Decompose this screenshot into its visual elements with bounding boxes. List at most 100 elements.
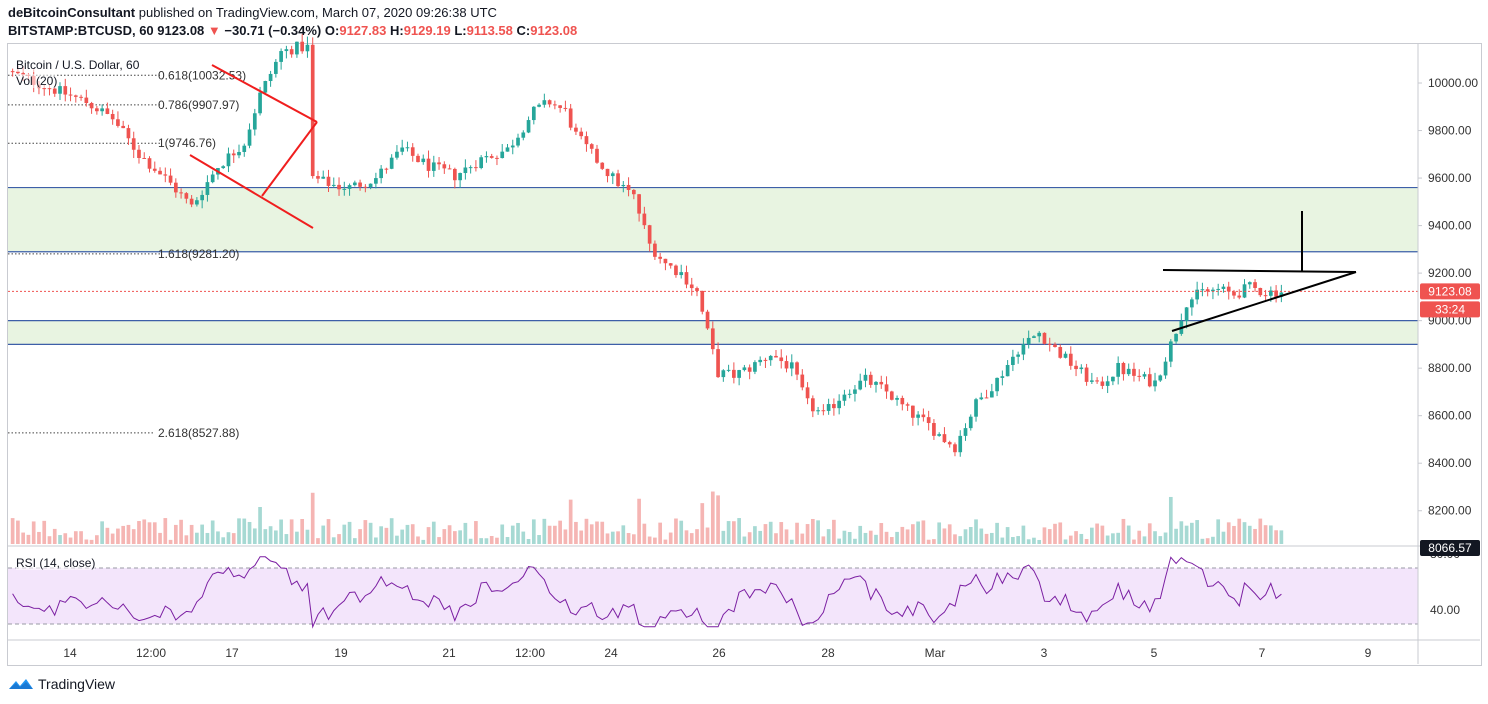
- tradingview-brand[interactable]: TradingView: [8, 676, 115, 692]
- candle-body: [379, 168, 383, 179]
- time-tick-label: 24: [604, 646, 618, 660]
- price-candles: [8, 34, 1418, 457]
- candle-body: [1184, 307, 1189, 321]
- volume-bar: [1216, 519, 1221, 544]
- volume-bar: [173, 524, 178, 544]
- candle-body: [47, 88, 52, 90]
- volume-bar: [1242, 522, 1247, 544]
- volume-bar: [495, 537, 499, 544]
- volume-bar: [1126, 525, 1131, 544]
- candle-body: [131, 138, 136, 150]
- volume-bar: [379, 526, 383, 544]
- volume-bar: [1021, 525, 1026, 544]
- candle-body: [1005, 364, 1010, 377]
- volume-bar: [816, 520, 820, 544]
- candle-body: [1147, 374, 1152, 387]
- candle-body: [374, 178, 378, 184]
- volume-legend[interactable]: Vol (20): [16, 74, 58, 88]
- candle-body: [505, 147, 510, 152]
- time-tick-label: 17: [225, 646, 239, 660]
- candle-body: [842, 394, 847, 401]
- candle-body: [568, 108, 573, 128]
- volume-bar: [789, 539, 794, 544]
- volume-bar: [626, 533, 631, 544]
- candle-body: [589, 144, 594, 149]
- candle-body: [616, 173, 620, 187]
- candle-body: [453, 168, 457, 181]
- volume-bar: [1147, 523, 1152, 544]
- candle-body: [837, 400, 841, 409]
- volume-bar: [1237, 518, 1242, 544]
- volume-bar: [1105, 535, 1110, 544]
- candle-body: [1126, 368, 1131, 375]
- candle-body: [1000, 376, 1005, 378]
- volume-bar: [947, 524, 952, 544]
- volume-bar: [321, 525, 326, 544]
- volume-bar: [737, 518, 741, 544]
- down-triangle-icon: ▼: [207, 23, 221, 38]
- volume-bar: [1032, 537, 1036, 544]
- candle-body: [1016, 354, 1020, 357]
- candle-body: [826, 404, 831, 411]
- series-legend[interactable]: Bitcoin / U.S. Dollar, 60: [16, 58, 140, 72]
- candle-body: [879, 381, 884, 385]
- volume-bar: [631, 534, 636, 544]
- volume-bar: [442, 529, 447, 544]
- candle-body: [789, 362, 794, 369]
- candle-body: [921, 414, 926, 418]
- candle-body: [626, 184, 631, 190]
- volume-bar: [84, 539, 89, 544]
- candle-body: [1053, 344, 1057, 348]
- candle-body: [158, 170, 162, 175]
- volume-bar: [837, 538, 841, 544]
- volume-bar: [342, 524, 347, 544]
- volume-bar: [226, 532, 231, 544]
- candle-body: [1168, 341, 1173, 362]
- volume-bar: [1005, 527, 1010, 544]
- time-tick-label: 12:00: [515, 646, 545, 660]
- candle-body: [431, 162, 436, 171]
- volume-bar: [79, 531, 83, 544]
- candle-body: [147, 158, 152, 169]
- volume-bar: [405, 524, 410, 544]
- fib-label-2: 1(9746.76): [158, 136, 216, 150]
- axes: 10000.009800.009600.009400.009200.009000…: [7, 43, 1480, 664]
- volume-bar: [68, 537, 73, 544]
- candle-body: [500, 151, 505, 159]
- candle-body: [95, 108, 99, 112]
- volume-bar: [1232, 525, 1236, 544]
- volume-bar: [363, 520, 368, 544]
- volume-bar: [963, 529, 968, 544]
- candle-body: [732, 369, 736, 378]
- volume-bar: [1263, 525, 1268, 544]
- time-tick-label: 19: [334, 646, 348, 660]
- volume-bar: [621, 525, 626, 544]
- volume-bar: [663, 539, 668, 544]
- volume-bar: [1195, 520, 1199, 544]
- candle-body: [863, 374, 868, 381]
- time-tick-label: 12:00: [136, 646, 166, 660]
- candle-body: [347, 185, 352, 189]
- volume-bar: [458, 530, 462, 544]
- candle-body: [1079, 367, 1084, 370]
- candle-body: [368, 183, 373, 188]
- candle-body: [947, 442, 952, 445]
- candle-body: [547, 100, 552, 105]
- price-tick-label: 8600.00: [1428, 409, 1472, 423]
- volume-bar: [268, 526, 273, 544]
- candle-body: [400, 147, 405, 152]
- volume-bar: [200, 524, 204, 544]
- volume-bar: [847, 531, 852, 544]
- flag-pole-line: [261, 121, 318, 197]
- rsi-legend[interactable]: RSI (14, close): [16, 556, 96, 570]
- candle-body: [316, 176, 320, 179]
- volume-bar: [400, 529, 405, 544]
- candle-body: [63, 86, 68, 95]
- candle-body: [442, 164, 447, 169]
- volume-bar: [289, 519, 294, 544]
- candle-body: [774, 355, 778, 358]
- volume-bar: [310, 492, 315, 544]
- symbol-header: BITSTAMP:BTCUSD, 60 9123.08 ▼ −30.71 (−0…: [8, 23, 577, 38]
- candle-body: [152, 168, 157, 171]
